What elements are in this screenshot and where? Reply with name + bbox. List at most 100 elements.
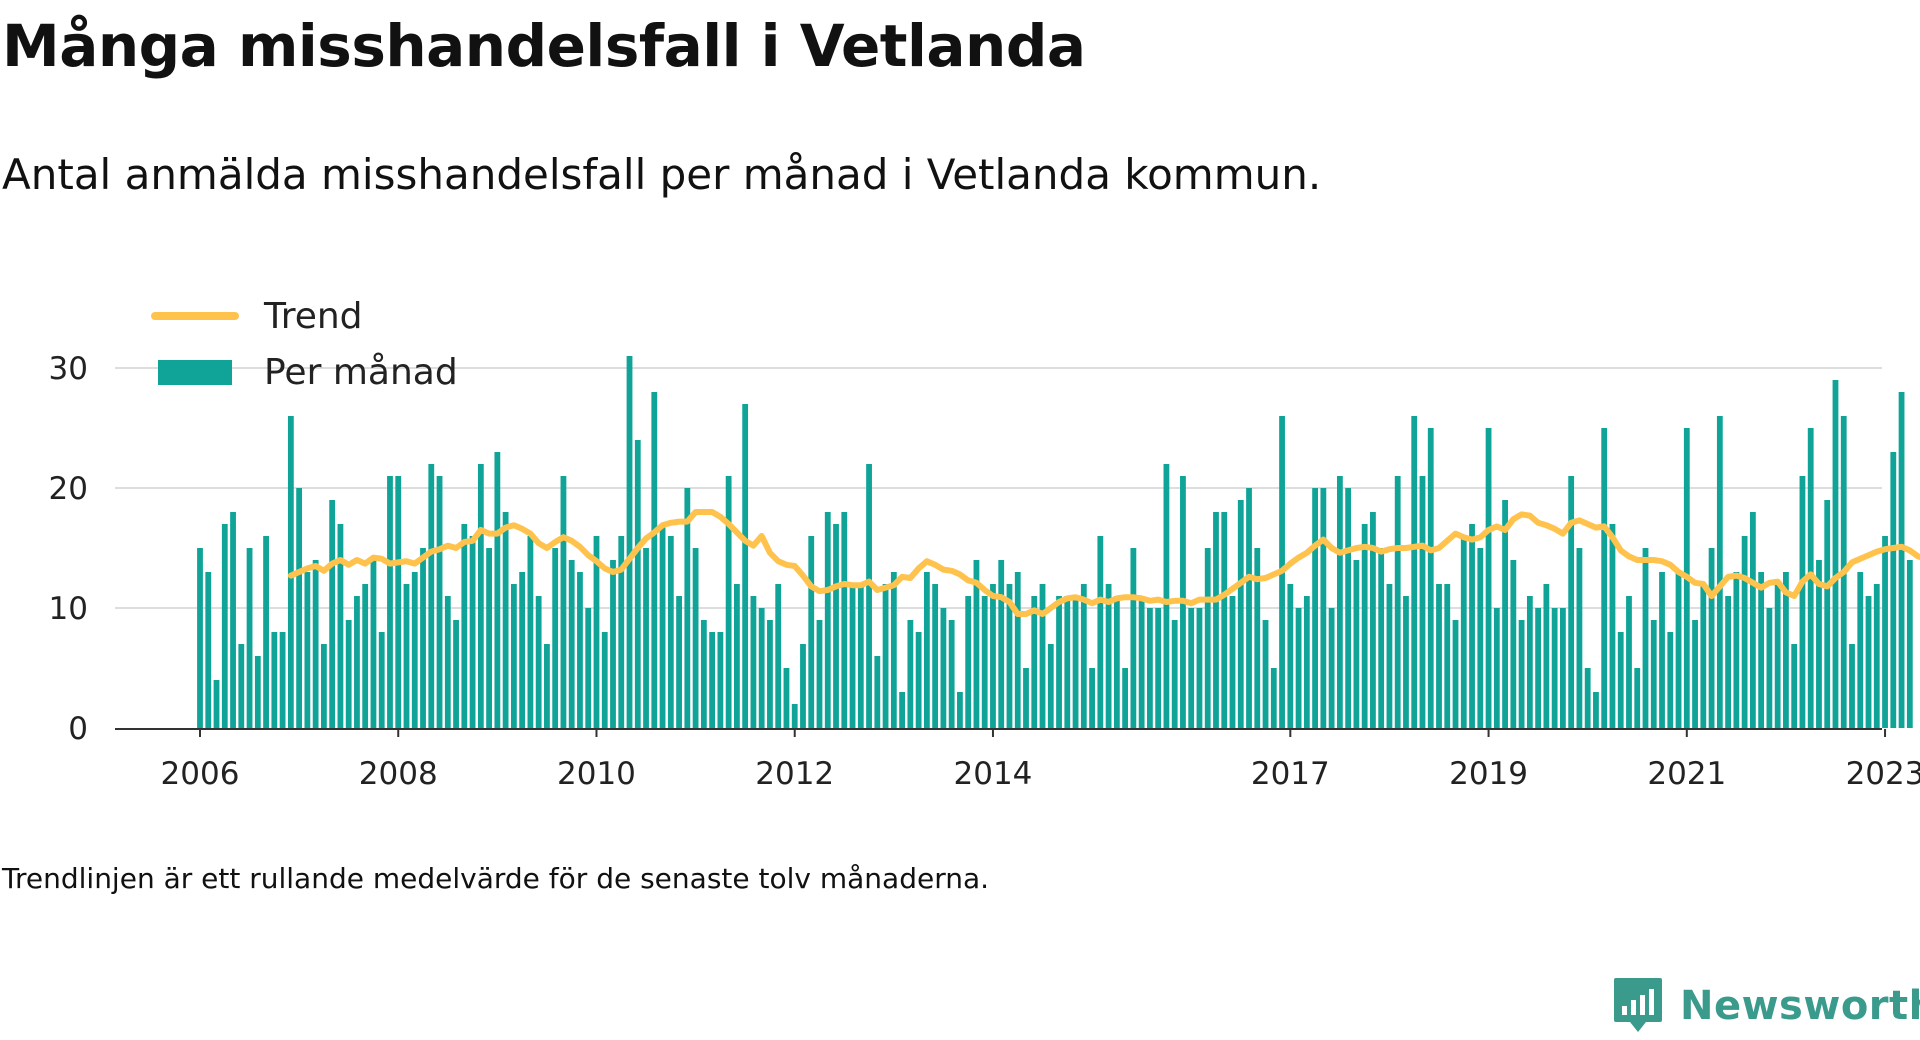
bar xyxy=(469,536,476,728)
bar xyxy=(577,572,583,728)
bar xyxy=(1526,596,1533,728)
bar xyxy=(1171,620,1178,728)
bar xyxy=(1444,584,1451,728)
bar xyxy=(1378,548,1385,728)
bar xyxy=(1832,380,1839,728)
bar xyxy=(1741,536,1748,728)
x-tick-label-2010: 2010 xyxy=(557,756,636,792)
bar xyxy=(1097,536,1104,728)
bar xyxy=(494,452,501,728)
bar xyxy=(1758,572,1765,728)
bar xyxy=(337,524,344,728)
x-tick-label-2019: 2019 xyxy=(1449,756,1528,792)
bar xyxy=(279,632,286,728)
bar xyxy=(1113,596,1120,728)
bar xyxy=(1584,668,1591,728)
bar xyxy=(833,524,839,728)
legend: Trend Per månad xyxy=(151,296,458,393)
bar xyxy=(1039,584,1046,728)
bar xyxy=(1328,608,1335,728)
bar xyxy=(824,512,831,728)
bar xyxy=(857,584,864,728)
x-tick-label-2017: 2017 xyxy=(1251,756,1330,792)
bar xyxy=(254,656,261,728)
bar xyxy=(676,596,682,728)
x-tick-label-2021: 2021 xyxy=(1647,756,1726,792)
bar xyxy=(238,644,245,728)
bar xyxy=(767,620,773,728)
bar xyxy=(1783,572,1789,728)
bar xyxy=(1312,488,1318,728)
bar xyxy=(486,548,492,728)
bar xyxy=(345,620,352,728)
bar xyxy=(552,548,559,728)
bar xyxy=(1130,548,1137,728)
bar xyxy=(1716,416,1723,728)
bar xyxy=(1147,608,1153,728)
x-tick-label-2014: 2014 xyxy=(954,756,1033,792)
bar xyxy=(1361,524,1368,728)
bar xyxy=(1634,668,1641,728)
bar xyxy=(1204,548,1211,728)
brand-name: Newsworthy xyxy=(1680,983,1920,1029)
bar xyxy=(1460,536,1467,728)
bar xyxy=(808,536,815,728)
chart-subtitle: Antal anmälda misshandelsfall per månad … xyxy=(2,150,1322,199)
bar xyxy=(1452,620,1459,728)
bar xyxy=(1857,572,1864,728)
bar xyxy=(1023,668,1029,728)
bar xyxy=(1692,620,1698,728)
bar xyxy=(899,692,905,728)
bar xyxy=(1493,608,1500,728)
bar xyxy=(1221,512,1228,728)
bar xyxy=(1849,644,1855,728)
bar xyxy=(1122,668,1129,728)
newsworthy-brand: Newsworthy xyxy=(1612,976,1920,1036)
bar xyxy=(477,464,484,728)
bar xyxy=(1477,548,1484,728)
y-tick-label-0: 0 xyxy=(68,711,88,747)
bar xyxy=(1006,584,1013,728)
bar xyxy=(205,572,212,728)
bar xyxy=(940,608,947,728)
bar xyxy=(1270,668,1277,728)
bar xyxy=(1733,572,1740,728)
bar xyxy=(1213,512,1219,728)
bar xyxy=(1799,476,1806,728)
bar xyxy=(684,488,691,728)
bar xyxy=(1138,596,1145,728)
bar xyxy=(1642,548,1649,728)
bar xyxy=(510,584,517,728)
bar xyxy=(1675,572,1682,728)
bar xyxy=(1353,560,1360,728)
bar xyxy=(907,620,914,728)
bar xyxy=(1568,476,1575,728)
bar xyxy=(990,584,996,728)
bar xyxy=(1617,632,1624,728)
bar xyxy=(1543,584,1550,728)
newsworthy-logo-icon xyxy=(1614,978,1662,1032)
bar xyxy=(246,548,253,728)
bar xyxy=(461,524,468,728)
bar xyxy=(1659,572,1665,728)
bar xyxy=(651,392,658,728)
bar xyxy=(634,440,641,728)
legend-bars-swatch xyxy=(158,360,232,385)
bar xyxy=(213,680,220,728)
y-tick-label-20: 20 xyxy=(49,471,88,507)
bar xyxy=(585,608,592,728)
bar xyxy=(395,476,402,728)
bar xyxy=(1890,452,1897,728)
bar xyxy=(841,512,848,728)
bar xyxy=(948,620,955,728)
bar xyxy=(965,596,972,728)
bar xyxy=(1650,620,1657,728)
bar xyxy=(1105,584,1112,728)
bar xyxy=(1014,572,1021,728)
legend-trend-label: Trend xyxy=(263,296,363,337)
bar xyxy=(1766,608,1773,728)
bar xyxy=(700,620,707,728)
bar xyxy=(312,560,319,728)
bar xyxy=(1824,500,1831,728)
bar xyxy=(230,512,236,728)
